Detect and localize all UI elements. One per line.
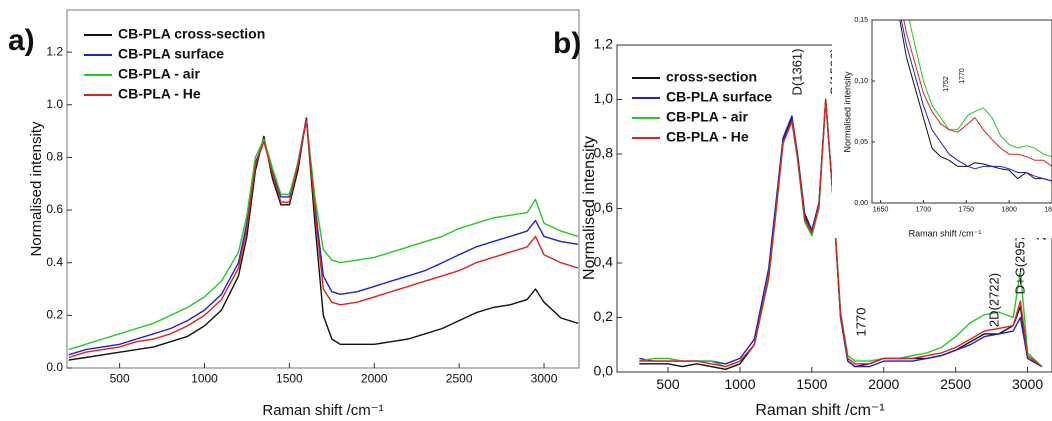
y-tick-label: 0,15 xyxy=(854,17,868,24)
y-tick-label: 0.0 xyxy=(46,360,63,374)
x-tick-label: 2000 xyxy=(361,372,388,386)
series-group xyxy=(899,20,1052,182)
inset-background xyxy=(832,10,1052,238)
y-tick-label: 0.4 xyxy=(46,255,63,269)
series-group xyxy=(68,117,579,361)
x-tick-label: 500 xyxy=(110,372,130,386)
legend-label: CB-PLA surface xyxy=(666,89,772,105)
y-tick-label: 0,2 xyxy=(594,308,614,324)
legend-label: CB-PLA - He xyxy=(666,129,749,145)
y-tick-label: 0,8 xyxy=(594,145,614,161)
y-tick-label: 0,4 xyxy=(594,254,614,270)
peak-annotation: D+G(2957) xyxy=(1012,230,1027,295)
peak-annotation: D(1361) xyxy=(789,49,804,96)
y-tick-label: 0,10 xyxy=(854,78,868,85)
spectrum-line xyxy=(903,20,1052,167)
y-tick-label: 1.0 xyxy=(46,97,63,111)
plot-frame xyxy=(66,9,580,369)
spectrum-line xyxy=(639,98,1043,368)
y-tick-label: 1,0 xyxy=(594,90,614,106)
x-tick-label: 1650 xyxy=(873,206,889,213)
y-tick-label: 0,6 xyxy=(594,199,614,215)
x-tick-label: 2500 xyxy=(446,372,473,386)
x-tick-label: 1750 xyxy=(958,206,974,213)
y-axis-title: Normalised intensity xyxy=(842,71,852,153)
x-tick-label: 1000 xyxy=(724,376,755,392)
y-axis-title: Normalised intensity xyxy=(28,121,45,257)
y-tick-label: 1,2 xyxy=(594,36,614,52)
x-tick-label: 1500 xyxy=(796,376,827,392)
legend-label: CB-PLA surface xyxy=(118,46,224,62)
x-tick-label: 3000 xyxy=(1012,376,1043,392)
panel-label: a) xyxy=(8,24,35,57)
y-axis-title: Normalised intensity xyxy=(581,136,598,280)
series-group xyxy=(639,98,1043,370)
legend-label: cross-section xyxy=(666,69,757,85)
legend-label: CB-PLA - He xyxy=(118,86,201,102)
x-tick-label: 3000 xyxy=(531,372,558,386)
peak-annotation: 1770 xyxy=(959,68,966,84)
x-tick-label: 1700 xyxy=(916,206,932,213)
legend-label: CB-PLA - air xyxy=(118,66,200,82)
spectrum-line xyxy=(68,119,579,359)
y-tick-label: 0,05 xyxy=(854,139,868,146)
x-tick-label: 1850 xyxy=(1044,206,1052,213)
spectrum-line xyxy=(900,20,1052,182)
x-tick-label: 1500 xyxy=(276,372,303,386)
y-tick-label: 0.8 xyxy=(46,150,63,164)
spectrum-line xyxy=(908,20,1052,158)
spectrum-line xyxy=(68,117,579,356)
peak-annotation: 1770 xyxy=(853,308,868,337)
peak-annotation: 2D(2722) xyxy=(986,273,1001,327)
legend-label: CB-PLA cross-section xyxy=(118,26,265,42)
x-axis-title: Raman shift /cm⁻¹ xyxy=(755,402,884,419)
x-axis-title: Raman shift /cm⁻¹ xyxy=(909,228,982,238)
y-tick-label: 1.2 xyxy=(46,44,63,58)
x-tick-label: 1000 xyxy=(191,372,218,386)
x-tick-label: 2000 xyxy=(868,376,899,392)
x-tick-label: 1800 xyxy=(1001,206,1017,213)
panel-label: b) xyxy=(553,27,581,60)
y-tick-label: 0.2 xyxy=(46,308,63,322)
y-tick-label: 0,0 xyxy=(594,363,614,379)
legend-label: CB-PLA - air xyxy=(666,109,748,125)
peak-annotation: 1752 xyxy=(943,76,950,92)
y-tick-label: 0,00 xyxy=(854,200,868,207)
plot-frame xyxy=(871,19,1052,204)
x-tick-label: 2500 xyxy=(940,376,971,392)
y-tick-label: 0.6 xyxy=(46,202,63,216)
x-axis-title: Raman shift /cm⁻¹ xyxy=(262,402,383,419)
x-tick-label: 500 xyxy=(656,376,680,392)
